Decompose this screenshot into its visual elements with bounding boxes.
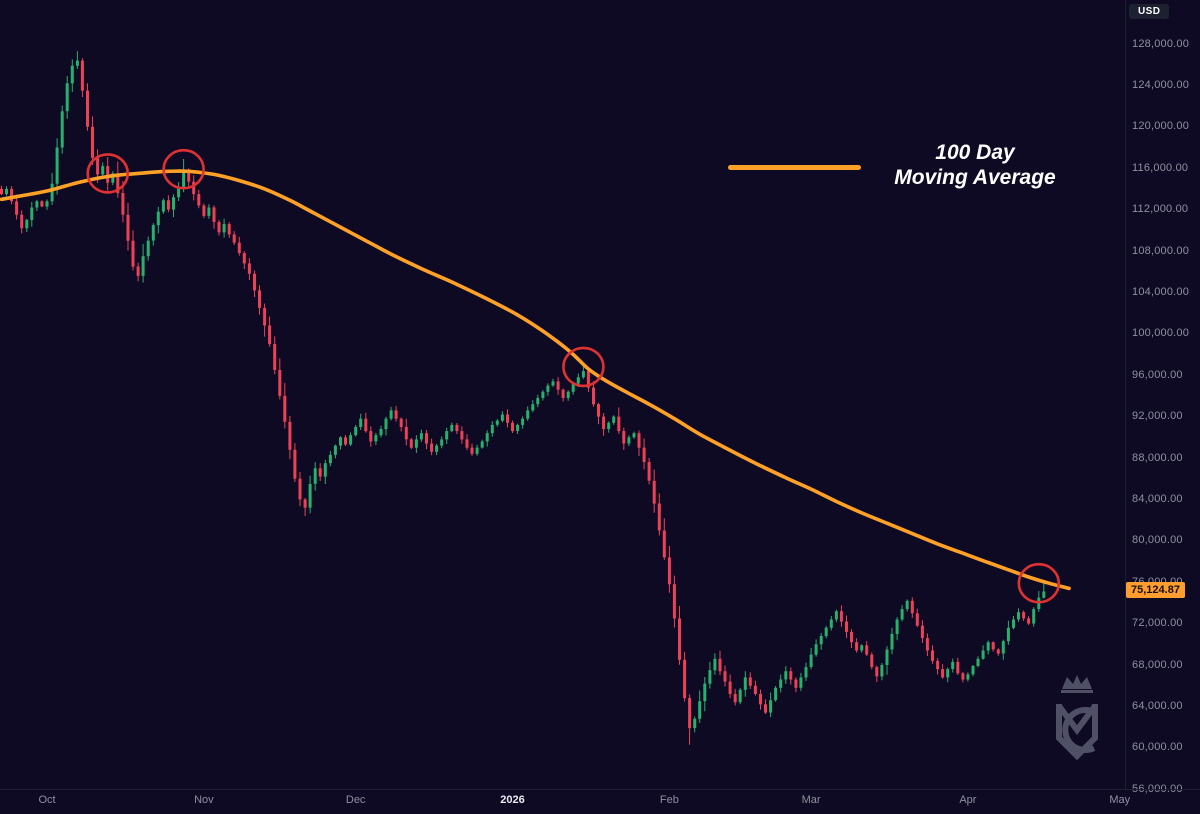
price-axis-label: 128,000.00 (1132, 37, 1190, 50)
time-axis-label-nov: Nov (194, 794, 214, 806)
price-axis-label: 96,000.00 (1132, 368, 1183, 381)
currency-button[interactable]: USD (1129, 4, 1170, 19)
m-letter-shape (1056, 704, 1098, 761)
price-axis-label: 108,000.00 (1132, 244, 1190, 257)
price-axis-label: 124,000.00 (1132, 78, 1190, 91)
price-axis-label: 112,000.00 (1132, 203, 1189, 216)
time-axis-label-2026: 2026 (500, 794, 525, 806)
price-axis-label: 104,000.00 (1132, 285, 1190, 298)
ma-legend: 100 Day Moving Average (728, 140, 1075, 190)
price-axis-label: 80,000.00 (1132, 534, 1183, 547)
time-axis-label-may: May (1109, 794, 1131, 806)
time-axis-label-apr: Apr (959, 794, 977, 806)
ma-touch-circle (1017, 562, 1061, 604)
last-price-tag: 75,124.87 (1126, 582, 1185, 599)
price-axis-label: 116,000.00 (1132, 161, 1189, 174)
ma-legend-label: 100 Day Moving Average (875, 140, 1075, 190)
price-axis-label: 68,000.00 (1132, 658, 1183, 671)
ma-100-line (0, 169, 1071, 591)
price-axis-label: 88,000.00 (1132, 451, 1183, 464)
price-axis-label: 56,000.00 (1132, 782, 1183, 795)
axis-separator-vertical (1125, 0, 1126, 789)
price-axis-label: 64,000.00 (1132, 699, 1183, 712)
candlestick-chart[interactable] (0, 0, 1125, 789)
price-axis-label: 84,000.00 (1132, 492, 1183, 505)
ma-legend-line2: Moving Average (894, 166, 1056, 189)
price-axis[interactable]: 128,000.00 124,000.00 120,000.00 116,000.00… (1125, 0, 1200, 795)
ma-touch-circle (162, 148, 205, 190)
mc-logo-watermark (1056, 675, 1098, 761)
ma-touch-circle (562, 346, 605, 388)
time-axis-label-feb: Feb (659, 794, 679, 806)
time-axis-label-mar: Mar (801, 794, 821, 806)
price-axis-label: 72,000.00 (1132, 617, 1183, 630)
price-axis-label: 120,000.00 (1132, 120, 1190, 133)
ma-touch-circle (86, 153, 129, 194)
time-axis-label-dec: Dec (345, 794, 366, 806)
price-axis-label: 92,000.00 (1132, 410, 1183, 423)
price-axis-label: 100,000.00 (1132, 327, 1190, 340)
ma-legend-swatch (728, 164, 861, 170)
axis-separator-horizontal (0, 789, 1200, 790)
crown-icon (1062, 675, 1092, 689)
ma-legend-line1: 100 Day (935, 141, 1015, 164)
time-axis[interactable]: Oct Nov Dec 2026 Feb Mar Apr May (0, 789, 1200, 814)
time-axis-label-oct: Oct (38, 794, 56, 806)
price-axis-label: 60,000.00 (1132, 741, 1183, 754)
